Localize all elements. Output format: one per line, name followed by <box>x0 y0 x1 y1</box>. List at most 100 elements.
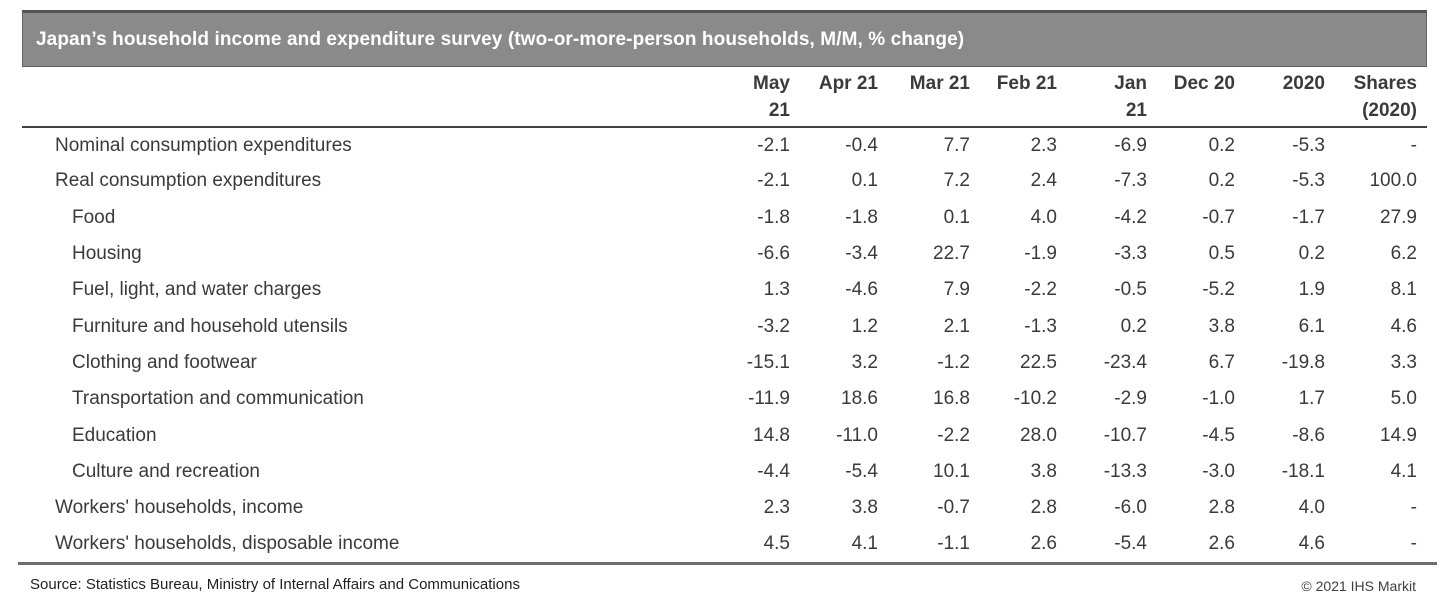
column-header: May 21 <box>690 70 790 128</box>
row-label: Clothing and footwear <box>72 351 257 373</box>
table-title: Japan’s household income and expenditure… <box>36 28 965 50</box>
cell-value: 3.3 <box>1390 351 1417 373</box>
cell-value: 6.7 <box>1208 351 1235 373</box>
cell-value: -0.7 <box>937 497 970 519</box>
cell-value: 10.1 <box>933 460 970 482</box>
cell-value: -8.6 <box>1292 424 1325 446</box>
cell-value: - <box>1410 497 1417 519</box>
row-label: Housing <box>72 243 142 265</box>
cell-value: 0.2 <box>1208 170 1235 192</box>
column-header: Mar 21 <box>878 70 970 128</box>
cell-value: -2.9 <box>1114 388 1147 410</box>
cell-value: -3.4 <box>845 243 878 265</box>
cell-value: -1.8 <box>845 206 878 228</box>
cell-value: 4.0 <box>1298 497 1325 519</box>
cell-value: -1.3 <box>1024 315 1057 337</box>
row-label: Furniture and household utensils <box>72 315 348 337</box>
cell-value: -1.7 <box>1292 206 1325 228</box>
cell-value: -5.4 <box>1114 533 1147 555</box>
column-header: Feb 21 <box>970 70 1057 128</box>
cell-value: 1.2 <box>851 315 878 337</box>
cell-value: 4.6 <box>1298 533 1325 555</box>
cell-value: 3.8 <box>851 497 878 519</box>
cell-value: 27.9 <box>1380 206 1417 228</box>
cell-value: 7.9 <box>943 279 970 301</box>
cell-value: - <box>1410 533 1417 555</box>
row-label: Workers' households, disposable income <box>55 533 400 555</box>
table-row: Workers' households, disposable income 4… <box>22 526 1427 562</box>
cell-value: -15.1 <box>746 351 790 373</box>
cell-value: 3.2 <box>851 351 878 373</box>
cell-value: 0.1 <box>851 170 878 192</box>
row-label: Food <box>72 206 116 228</box>
cell-value: 8.1 <box>1390 279 1417 301</box>
cell-value: 7.2 <box>943 170 970 192</box>
cell-value: 2.1 <box>943 315 970 337</box>
table-row: Workers' households, income 2.3 3.8 -0.7… <box>22 490 1427 526</box>
cell-value: -3.0 <box>1202 460 1235 482</box>
cell-value: 0.2 <box>1298 243 1325 265</box>
cell-value: -0.5 <box>1114 279 1147 301</box>
cell-value: -2.1 <box>757 170 790 192</box>
cell-value: -6.6 <box>757 243 790 265</box>
cell-value: -10.2 <box>1013 388 1057 410</box>
cell-value: 4.1 <box>851 533 878 555</box>
table-title-bar: Japan’s household income and expenditure… <box>22 10 1427 67</box>
cell-value: 14.8 <box>753 424 790 446</box>
column-header: Shares (2020) <box>1325 70 1427 128</box>
cell-value: 100.0 <box>1369 170 1417 192</box>
cell-value: -3.3 <box>1114 243 1147 265</box>
cell-value: -23.4 <box>1103 351 1147 373</box>
table-row: Real consumption expenditures -2.1 0.1 7… <box>22 163 1427 199</box>
cell-value: 4.1 <box>1390 460 1417 482</box>
cell-value: -1.2 <box>937 351 970 373</box>
cell-value: 22.7 <box>933 243 970 265</box>
row-label: Workers' households, income <box>55 497 304 519</box>
cell-value: -5.2 <box>1202 279 1235 301</box>
row-label: Education <box>72 424 157 446</box>
row-label: Culture and recreation <box>72 460 260 482</box>
table-row: Housing -6.6 -3.4 22.7 -1.9 -3.3 0.5 0.2… <box>22 236 1427 272</box>
table-row: Food -1.8 -1.8 0.1 4.0 -4.2 -0.7 -1.7 27… <box>22 200 1427 236</box>
cell-value: -5.4 <box>845 460 878 482</box>
table-row: Clothing and footwear -15.1 3.2 -1.2 22.… <box>22 345 1427 381</box>
cell-value: - <box>1410 134 1417 156</box>
cell-value: -1.8 <box>757 206 790 228</box>
cell-value: 2.3 <box>1030 134 1057 156</box>
source-note: Source: Statistics Bureau, Ministry of I… <box>30 576 520 593</box>
cell-value: -4.6 <box>845 279 878 301</box>
row-label: Transportation and communication <box>72 388 364 410</box>
table-row: Furniture and household utensils -3.2 1.… <box>22 308 1427 344</box>
cell-value: 2.6 <box>1208 533 1235 555</box>
table-row: Transportation and communication -11.9 1… <box>22 381 1427 417</box>
cell-value: 16.8 <box>933 388 970 410</box>
cell-value: 2.6 <box>1030 533 1057 555</box>
cell-value: 28.0 <box>1020 424 1057 446</box>
cell-value: -13.3 <box>1103 460 1147 482</box>
cell-value: 18.6 <box>841 388 878 410</box>
cell-value: 1.9 <box>1298 279 1325 301</box>
cell-value: 2.3 <box>763 497 790 519</box>
cell-value: 0.2 <box>1120 315 1147 337</box>
cell-value: -11.9 <box>748 388 790 410</box>
cell-value: 7.7 <box>943 134 970 156</box>
row-label: Real consumption expenditures <box>55 170 322 192</box>
cell-value: -3.2 <box>757 315 790 337</box>
cell-value: -0.7 <box>1202 206 1235 228</box>
column-header-label <box>22 70 690 128</box>
cell-value: 0.2 <box>1208 134 1235 156</box>
table-row: Fuel, light, and water charges 1.3 -4.6 … <box>22 272 1427 308</box>
cell-value: -2.2 <box>937 424 970 446</box>
cell-value: -19.8 <box>1281 351 1325 373</box>
cell-value: -5.3 <box>1292 134 1325 156</box>
cell-value: -4.5 <box>1202 424 1235 446</box>
row-label: Fuel, light, and water charges <box>72 279 322 301</box>
cell-value: -4.2 <box>1114 206 1147 228</box>
cell-value: 3.8 <box>1208 315 1235 337</box>
cell-value: 2.8 <box>1030 497 1057 519</box>
column-header: Jan 21 <box>1057 70 1147 128</box>
table-row: Nominal consumption expenditures -2.1 -0… <box>22 127 1427 163</box>
cell-value: 0.5 <box>1208 243 1235 265</box>
copyright-note: © 2021 IHS Markit <box>1301 578 1416 594</box>
cell-value: 3.8 <box>1030 460 1057 482</box>
